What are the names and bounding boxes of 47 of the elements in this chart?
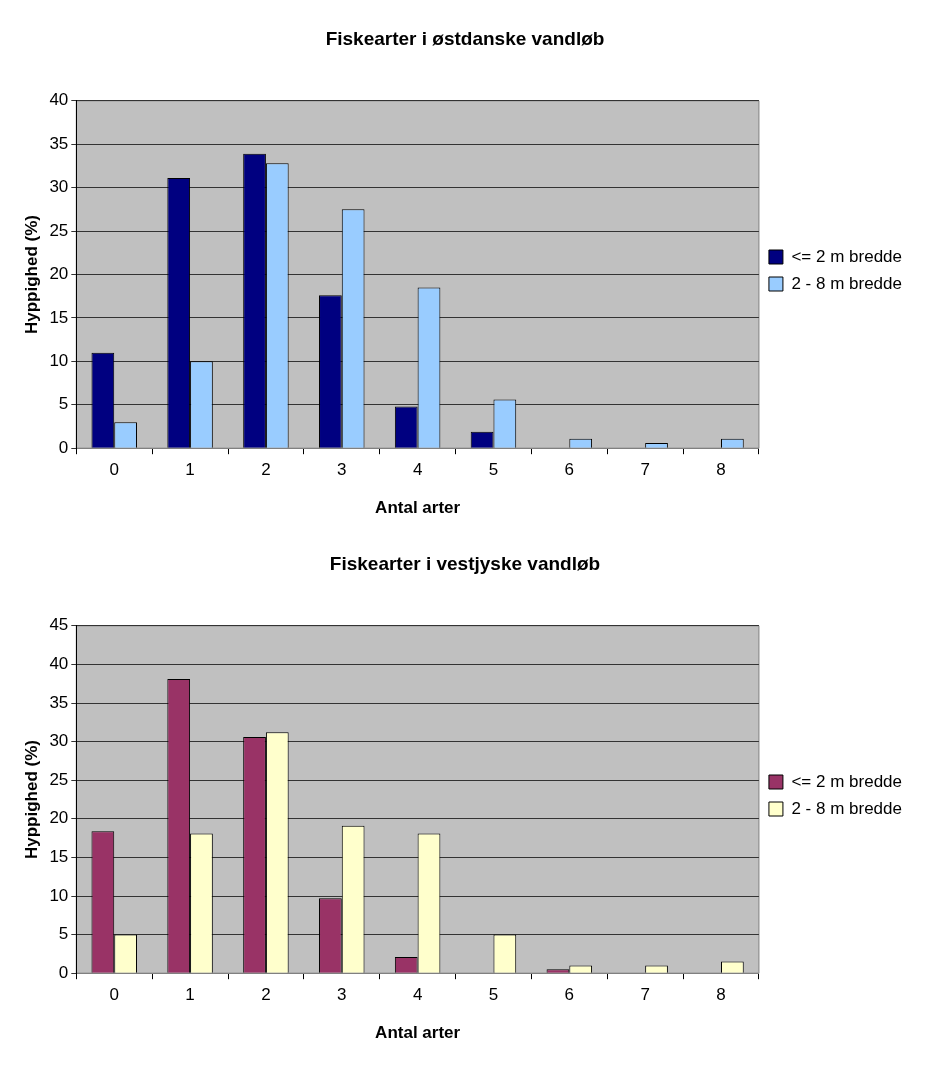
y-tick-label: 40	[49, 90, 69, 110]
x-tick-label: 4	[412, 460, 423, 480]
chart-title: Fiskearter i vestjyske vandløb	[329, 552, 601, 574]
x-tick-label: 5	[488, 985, 499, 1005]
x-tick-label: 5	[488, 460, 499, 480]
legend-label: 2 - 8 m bredde	[791, 273, 902, 293]
y-tick-label: 10	[49, 351, 69, 371]
x-tick-label: 8	[716, 985, 726, 1005]
chart-title: Fiskearter i østdanske vandløb	[325, 27, 605, 49]
y-axis-title: Hyppighed (%)	[21, 740, 41, 859]
y-tick-label: 15	[49, 847, 69, 867]
y-tick-label: 30	[49, 731, 69, 751]
y-tick-label: 5	[58, 394, 69, 414]
x-axis-title: Antal arter	[375, 1023, 461, 1043]
x-tick-label: 6	[564, 985, 575, 1005]
legend-label: 2 - 8 m bredde	[791, 798, 902, 818]
y-tick-label: 0	[58, 437, 69, 457]
y-axis-title: Hyppighed (%)	[21, 215, 41, 334]
legend-label: <= 2 m bredde	[791, 771, 902, 791]
x-tick-label: 7	[640, 460, 650, 480]
y-tick-label: 20	[49, 808, 69, 828]
legend-label: <= 2 m bredde	[791, 246, 902, 266]
y-tick-label: 45	[49, 615, 69, 635]
y-tick-label: 20	[49, 264, 69, 284]
y-tick-label: 35	[49, 133, 69, 153]
x-axis-title: Antal arter	[375, 498, 461, 518]
y-tick-label: 40	[49, 654, 69, 674]
x-tick-label: 6	[564, 460, 575, 480]
y-tick-label: 25	[49, 769, 69, 789]
x-tick-label: 2	[261, 460, 271, 480]
x-tick-label: 8	[716, 460, 726, 480]
y-tick-label: 10	[49, 885, 69, 905]
x-tick-label: 2	[261, 985, 271, 1005]
y-tick-label: 0	[58, 962, 69, 982]
y-tick-label: 30	[49, 177, 69, 197]
y-tick-label: 25	[49, 220, 69, 240]
x-tick-label: 0	[109, 985, 119, 1005]
y-tick-label: 35	[49, 692, 69, 712]
x-tick-label: 0	[109, 460, 119, 480]
x-tick-label: 3	[337, 460, 347, 480]
x-tick-label: 4	[412, 985, 423, 1005]
y-tick-label: 15	[49, 307, 69, 327]
y-tick-label: 5	[58, 924, 69, 944]
x-tick-label: 1	[185, 985, 195, 1005]
x-tick-label: 1	[185, 460, 195, 480]
x-tick-label: 3	[337, 985, 347, 1005]
x-tick-label: 7	[640, 985, 650, 1005]
